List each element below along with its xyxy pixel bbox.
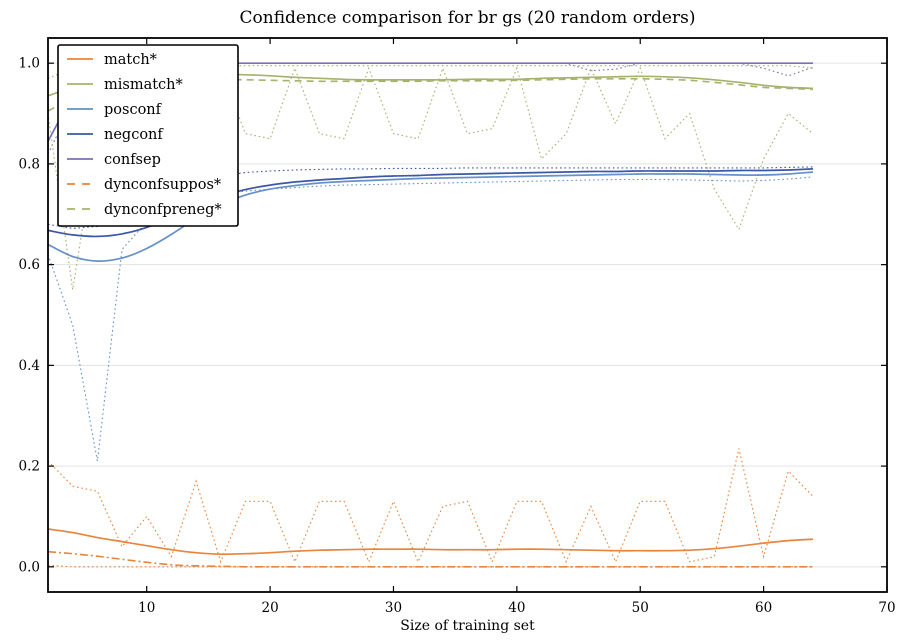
x-tick-label: 40: [508, 600, 525, 616]
legend-label: confsep: [104, 152, 161, 168]
x-tick-label: 70: [878, 600, 895, 616]
x-tick-label: 20: [261, 600, 278, 616]
y-tick-label: 0.8: [19, 156, 40, 172]
legend-item-posconf: posconf: [67, 102, 163, 118]
series-posconf: [47, 171, 814, 262]
legend-label: mismatch*: [104, 77, 184, 93]
y-tick-label: 0.6: [19, 257, 40, 273]
legend: match* mismatch* posconf negconf confsep dync…: [57, 44, 239, 227]
series-dynconfsuppos*: [47, 550, 813, 568]
series-posconf-min-envelope: [47, 176, 814, 462]
series-match*: [47, 528, 814, 556]
series-mismatch-max-envelope: [47, 65, 814, 79]
y-tick-label: 1.0: [19, 56, 40, 72]
legend-item-confsep: confsep: [67, 152, 161, 168]
x-tick-label: 50: [632, 600, 649, 616]
legend-item-dynconfsuppos*: dynconfsuppos*: [67, 177, 222, 193]
legend-label: posconf: [104, 102, 163, 118]
y-tick-label: 0.2: [19, 459, 40, 475]
x-axis-label: Size of training set: [400, 618, 535, 634]
axes-frame: [47, 37, 888, 593]
series-mismatch-min-envelope: [47, 66, 814, 290]
x-tick-label: 60: [755, 600, 772, 616]
y-tick-label: 0.0: [19, 559, 40, 575]
legend-label: dynconfsuppos*: [104, 177, 222, 193]
y-tick-label: 0.4: [19, 358, 40, 374]
legend-label: negconf: [104, 127, 164, 143]
x-tick-label: 10: [138, 600, 155, 616]
x-tick-label: 30: [385, 600, 402, 616]
legend-label: dynconfpreneg*: [104, 202, 222, 218]
legend-item-mismatch*: mismatch*: [67, 77, 184, 93]
series-dynconfpreneg*: [47, 77, 814, 112]
legend-item-match*: match*: [67, 52, 158, 68]
legend-label: match*: [104, 52, 158, 68]
series-match-max-envelope: [47, 448, 814, 564]
legend-item-negconf: negconf: [67, 127, 164, 143]
legend-item-dynconfpreneg*: dynconfpreneg*: [67, 202, 222, 218]
chart-title: Confidence comparison for br gs (20 rand…: [239, 8, 696, 28]
legend-box: [57, 44, 239, 227]
